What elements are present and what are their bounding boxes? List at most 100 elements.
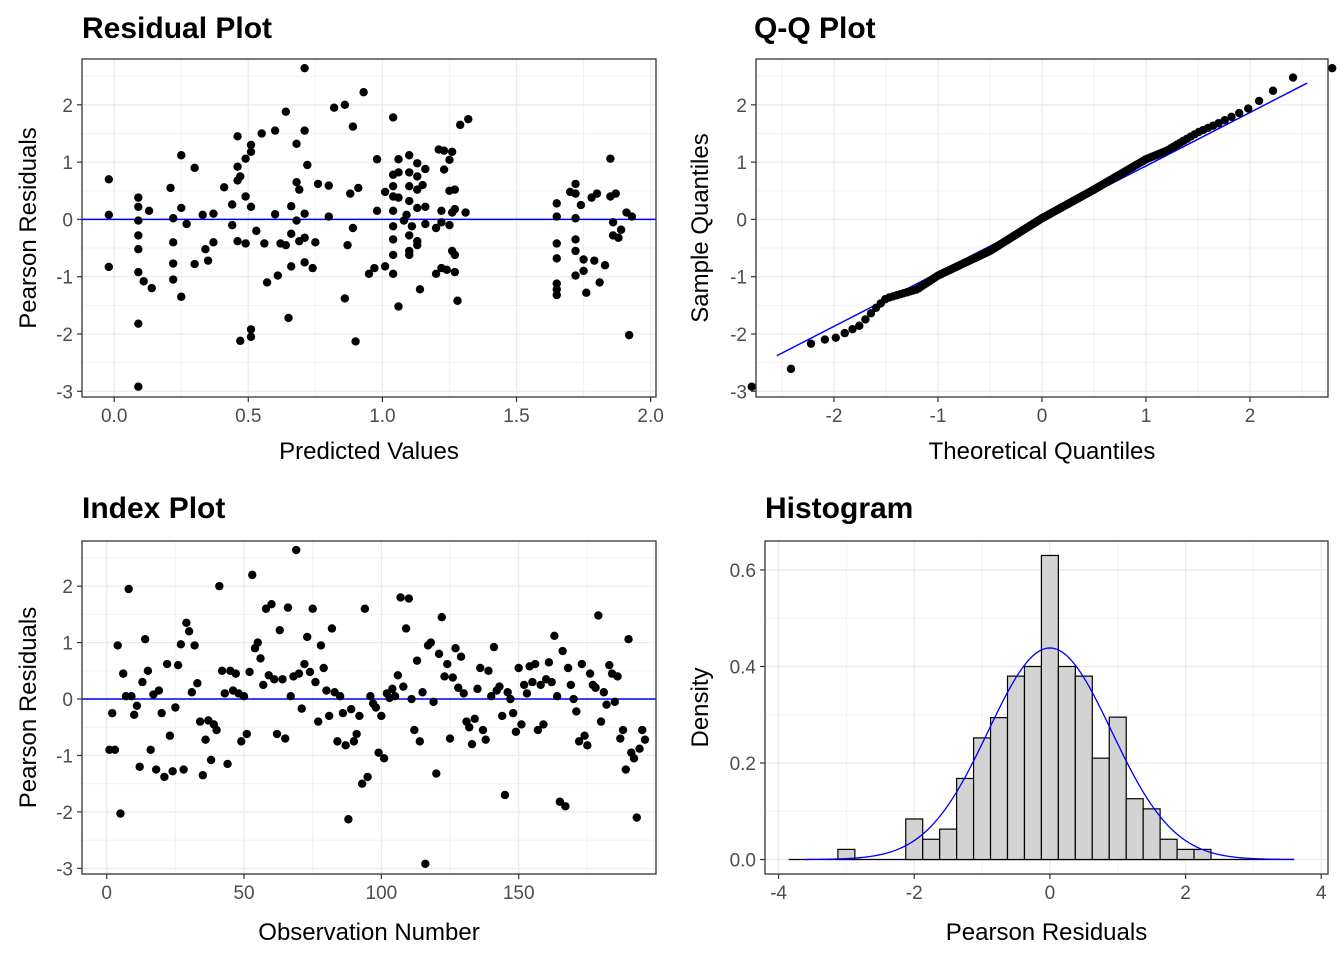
data-point [500,790,510,800]
data-point [618,725,628,735]
data-point [596,717,606,726]
data-point [177,151,186,160]
data-point [257,129,266,138]
data-point [410,725,419,735]
data-point [432,769,441,778]
data-point [135,762,144,771]
data-point [421,859,430,869]
data-point [270,126,280,135]
y-axis-label: Pearson Residuals [15,127,42,328]
data-point [434,649,444,659]
x-tick-label: -2 [906,883,923,904]
data-point [388,113,398,122]
data-point [223,759,232,769]
data-point [394,193,403,202]
data-point [399,682,408,691]
data-point [220,689,230,698]
data-point [437,206,446,216]
data-point [171,703,180,712]
data-point [346,704,356,714]
histogram-bar [1057,665,1076,861]
data-point [1220,116,1229,125]
data-point [394,168,403,177]
data-point [259,680,268,690]
data-point [591,683,600,692]
data-point [154,686,164,695]
data-point [308,604,317,613]
data-point [104,262,114,272]
data-point [616,734,625,743]
data-point [421,164,430,174]
data-point [338,708,348,718]
data-point [405,196,414,206]
data-point [201,244,210,254]
x-tick-label: 2 [1180,883,1191,904]
data-point [372,206,382,216]
histogram-bar [1006,675,1026,861]
data-point [431,269,441,279]
x-tick-label: -2 [826,406,843,427]
data-point [134,202,143,212]
data-point [640,735,650,744]
data-point [374,748,383,757]
data-point [233,236,242,246]
data-points [104,63,637,391]
data-point [173,660,183,670]
data-point [124,584,133,594]
data-point [388,250,398,260]
data-point [209,209,218,218]
data-point [536,680,545,690]
data-point [1227,112,1236,122]
data-point [193,679,202,688]
data-point [579,255,588,264]
density-curve [805,647,1295,861]
data-point [270,675,279,684]
data-point [147,283,156,293]
data-point [544,658,554,667]
data-point [228,200,237,209]
data-point [281,734,290,743]
data-point [437,218,446,227]
data-point [450,267,460,277]
data-point [248,570,257,580]
histogram-bars [837,554,1212,861]
x-axis-label: Observation Number [258,919,479,946]
data-point [313,717,323,726]
data-point [303,632,312,642]
data-point [134,193,143,202]
data-point [638,725,647,735]
data-point [132,701,142,711]
data-point [313,179,323,189]
y-tick-label: -3 [730,382,747,403]
histogram-bar [1159,838,1178,861]
data-point [292,216,301,225]
histogram-bar [905,818,924,861]
data-point [453,296,462,305]
data-point [401,624,411,633]
data-point [407,694,416,704]
data-point [503,688,512,697]
data-point [287,202,296,211]
data-point [300,126,309,135]
data-point [571,271,580,280]
data-point [297,704,306,713]
data-point [402,210,411,220]
data-point [600,261,610,270]
data-point [316,641,326,650]
data-point [522,689,532,698]
data-point [246,147,256,157]
data-point [292,545,301,555]
data-point [473,684,482,694]
data-point [413,172,422,181]
data-point [253,638,262,647]
data-point [404,594,414,603]
data-point [272,729,282,739]
data-point [412,656,422,665]
data-point [139,277,148,286]
data-point [616,225,626,234]
data-point [627,212,637,221]
data-point [579,266,588,276]
data-point [324,711,334,721]
data-point [311,238,320,247]
